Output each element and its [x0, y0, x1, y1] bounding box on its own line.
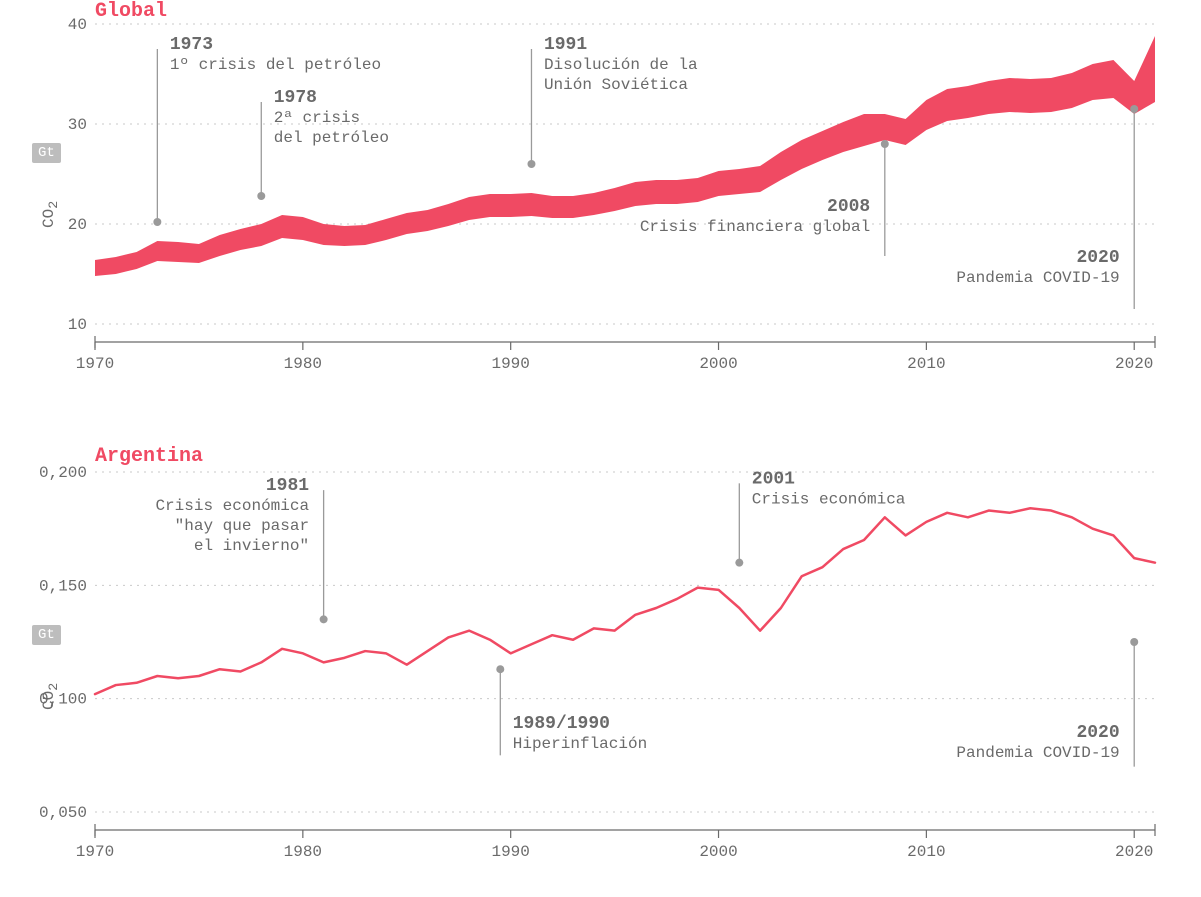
svg-text:1980: 1980	[284, 355, 322, 373]
svg-text:"hay que pasar: "hay que pasar	[175, 517, 309, 535]
svg-text:2020: 2020	[1076, 723, 1119, 743]
svg-text:40: 40	[68, 16, 87, 34]
svg-text:2ª crisis: 2ª crisis	[274, 109, 360, 127]
argentina-chart: 0,050 0,100 0,150 0,200 1970 1980 1990 2000 2010…	[0, 440, 1201, 897]
svg-text:1980: 1980	[284, 843, 322, 861]
svg-text:2020: 2020	[1115, 355, 1153, 373]
svg-text:Crisis económica: Crisis económica	[155, 497, 309, 515]
svg-text:10: 10	[68, 316, 87, 334]
svg-text:1970: 1970	[76, 843, 114, 861]
svg-text:2020: 2020	[1115, 843, 1153, 861]
svg-text:1970: 1970	[76, 355, 114, 373]
svg-text:2010: 2010	[907, 843, 945, 861]
svg-text:2000: 2000	[699, 355, 737, 373]
svg-text:20: 20	[68, 216, 87, 234]
svg-text:2008: 2008	[827, 197, 870, 217]
svg-text:1991: 1991	[544, 35, 587, 55]
svg-text:0,100: 0,100	[39, 691, 87, 709]
svg-text:Hiperinflación: Hiperinflación	[513, 735, 647, 753]
svg-text:Crisis financiera global: Crisis financiera global	[640, 218, 870, 236]
svg-text:Crisis económica: Crisis económica	[752, 490, 906, 508]
svg-text:el invierno": el invierno"	[194, 537, 309, 555]
svg-text:2020: 2020	[1076, 248, 1119, 268]
svg-text:1981: 1981	[266, 476, 309, 496]
svg-text:2010: 2010	[907, 355, 945, 373]
svg-text:Unión Soviética: Unión Soviética	[544, 76, 688, 94]
svg-text:0,050: 0,050	[39, 804, 87, 822]
svg-text:30: 30	[68, 116, 87, 134]
svg-text:0,150: 0,150	[39, 577, 87, 595]
svg-text:2001: 2001	[752, 469, 795, 489]
global-chart: 10 20 30 40 1970 1980 1990 2000 2010 2020 19731º c…	[0, 0, 1201, 440]
svg-text:1990: 1990	[491, 843, 529, 861]
svg-text:del petróleo: del petróleo	[274, 129, 389, 147]
svg-text:0,200: 0,200	[39, 464, 87, 482]
svg-text:Pandemia COVID-19: Pandemia COVID-19	[956, 269, 1119, 287]
svg-text:1990: 1990	[491, 355, 529, 373]
svg-text:2000: 2000	[699, 843, 737, 861]
chart-container: Global Argentina Gt CO2 Gt CO2 102030401…	[0, 0, 1201, 897]
svg-text:Pandemia COVID-19: Pandemia COVID-19	[956, 744, 1119, 762]
svg-text:1973: 1973	[170, 35, 213, 55]
svg-text:Disolución de la: Disolución de la	[544, 56, 698, 74]
svg-text:1989/1990: 1989/1990	[513, 714, 610, 734]
svg-text:1º crisis del petróleo: 1º crisis del petróleo	[170, 56, 381, 74]
svg-text:1978: 1978	[274, 88, 317, 108]
